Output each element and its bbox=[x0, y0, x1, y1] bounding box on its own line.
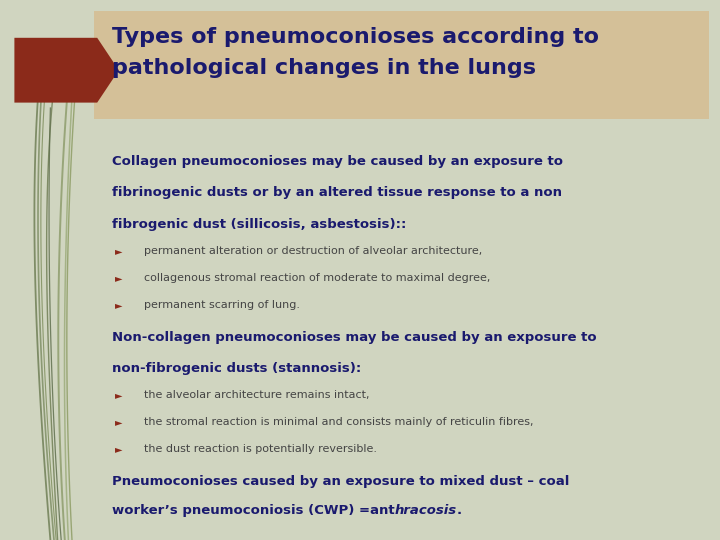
Text: Non-collagen pneumoconioses may be caused by an exposure to: Non-collagen pneumoconioses may be cause… bbox=[112, 331, 596, 344]
Text: Types of pneumoconioses according to: Types of pneumoconioses according to bbox=[112, 27, 598, 47]
Text: ►: ► bbox=[115, 417, 122, 427]
Text: ►: ► bbox=[115, 444, 122, 454]
Text: permanent alteration or destruction of alveolar architecture,: permanent alteration or destruction of a… bbox=[144, 246, 482, 256]
Text: ►: ► bbox=[115, 273, 122, 283]
Text: .: . bbox=[456, 504, 462, 517]
Text: pathological changes in the lungs: pathological changes in the lungs bbox=[112, 58, 536, 78]
Text: permanent scarring of lung.: permanent scarring of lung. bbox=[144, 300, 300, 310]
Text: hracosis: hracosis bbox=[395, 504, 456, 517]
Text: fibrinogenic dusts or by an altered tissue response to a non: fibrinogenic dusts or by an altered tiss… bbox=[112, 186, 562, 199]
Text: worker’s pneumoconiosis (CWP) =ant: worker’s pneumoconiosis (CWP) =ant bbox=[112, 504, 395, 517]
Text: the alveolar architecture remains intact,: the alveolar architecture remains intact… bbox=[144, 390, 369, 400]
Bar bbox=[94, 11, 709, 119]
Text: non-fibrogenic dusts (stannosis):: non-fibrogenic dusts (stannosis): bbox=[112, 362, 361, 375]
Text: collagenous stromal reaction of moderate to maximal degree,: collagenous stromal reaction of moderate… bbox=[144, 273, 490, 283]
Text: ►: ► bbox=[115, 390, 122, 400]
Text: ►: ► bbox=[115, 300, 122, 310]
Text: Collagen pneumoconioses may be caused by an exposure to: Collagen pneumoconioses may be caused by… bbox=[112, 156, 562, 168]
Text: the dust reaction is potentially reversible.: the dust reaction is potentially reversi… bbox=[144, 444, 377, 454]
Text: the stromal reaction is minimal and consists mainly of reticulin fibres,: the stromal reaction is minimal and cons… bbox=[144, 417, 534, 427]
Text: fibrogenic dust (sillicosis, asbestosis)::: fibrogenic dust (sillicosis, asbestosis)… bbox=[112, 218, 406, 231]
Text: Pneumoconioses caused by an exposure to mixed dust – coal: Pneumoconioses caused by an exposure to … bbox=[112, 475, 569, 488]
Polygon shape bbox=[14, 38, 119, 103]
Text: ►: ► bbox=[115, 246, 122, 256]
